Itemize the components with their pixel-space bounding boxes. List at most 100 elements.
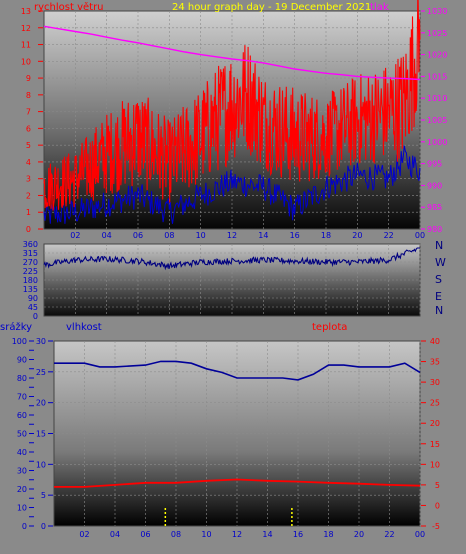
humidity-tick-label: 20: [36, 399, 46, 408]
pressure-tick-label: 1005: [427, 116, 447, 125]
direction-w: W: [435, 256, 446, 269]
time-tick-label: 12: [232, 530, 242, 539]
time-tick-label: 20: [352, 231, 362, 240]
temperature-tick-label: 35: [430, 358, 440, 367]
time-tick-label: 02: [70, 231, 80, 240]
wind-tick-label: 9: [26, 74, 31, 83]
time-tick-label: 00: [415, 530, 425, 539]
rain-tick-label: 50: [17, 430, 27, 439]
pressure-tick-label: 1025: [427, 29, 447, 38]
wind-tick-label: 8: [26, 91, 31, 100]
rain-tick-label: 100: [12, 337, 27, 346]
wind-tick-label: 13: [21, 7, 31, 16]
wind-speed-line: [43, 0, 421, 211]
wind-tick-label: 7: [26, 108, 31, 117]
pressure-tick-label: 1000: [427, 138, 447, 147]
time-tick-label: 16: [290, 231, 300, 240]
direction-e: E: [435, 290, 442, 303]
wind-tick-label: 3: [26, 175, 31, 184]
rain-tick-label: 80: [17, 374, 27, 383]
pressure-tick-label: 990: [427, 181, 442, 190]
time-tick-label: 18: [323, 530, 333, 539]
wind-tick-label: 11: [21, 41, 31, 50]
direction-tick-label: 45: [28, 303, 38, 312]
pressure-tick-label: 980: [427, 225, 442, 234]
wind-base-line: [43, 145, 421, 224]
temperature-tick-label: 5: [435, 481, 440, 490]
pressure-tick-label: 1030: [427, 7, 447, 16]
wind-tick-label: 1: [26, 208, 31, 217]
rain-tick-label: 30: [17, 467, 27, 476]
series-lines: [43, 0, 421, 526]
pressure-tick-label: 1020: [427, 51, 447, 60]
temperature-tick-label: 30: [430, 378, 440, 387]
wind-tick-label: 5: [26, 141, 31, 150]
time-tick-label: 04: [102, 231, 112, 240]
wind-tick-label: 2: [26, 191, 31, 200]
time-tick-label: 12: [227, 231, 237, 240]
temperature-tick-label: 15: [430, 440, 440, 449]
direction-n-top: N: [435, 239, 443, 252]
chart-title: 24 hour graph day - 19 December 2021: [172, 2, 371, 13]
time-tick-label: 10: [201, 530, 211, 539]
time-tick-label: 02: [79, 530, 89, 539]
time-tick-label: 10: [196, 231, 206, 240]
direction-s: S: [435, 273, 442, 286]
wind-tick-label: 6: [26, 124, 31, 133]
rain-tick-label: 0: [22, 522, 27, 531]
pressure-tick-label: 985: [427, 203, 442, 212]
time-tick-label: 20: [354, 530, 364, 539]
rain-axis-label: srážky: [0, 321, 32, 333]
pressure-tick-label: 1015: [427, 72, 447, 81]
time-tick-label: 16: [293, 530, 303, 539]
humidity-axis-label: vlhkost: [66, 322, 102, 333]
wind-tick-label: 12: [21, 24, 31, 33]
humidity-tick-label: 0: [41, 522, 46, 531]
axis-ticks: 0123456789101112139809859909951000100510…: [12, 7, 448, 539]
time-tick-label: 04: [110, 530, 120, 539]
humidity-tick-label: 25: [36, 368, 46, 377]
direction-tick-label: 135: [23, 285, 38, 294]
direction-tick-label: 315: [23, 249, 38, 258]
time-tick-label: 08: [171, 530, 181, 539]
temperature-tick-label: 10: [430, 460, 440, 469]
rain-tick-label: 20: [17, 485, 27, 494]
pressure-tick-label: 995: [427, 160, 442, 169]
direction-tick-label: 90: [28, 294, 38, 303]
time-tick-label: 06: [133, 231, 143, 240]
wind-tick-label: 0: [26, 225, 31, 234]
wind-tick-label: 10: [21, 57, 31, 66]
temperature-axis-label: teplota: [312, 322, 347, 333]
rain-tick-label: 60: [17, 411, 27, 420]
direction-tick-label: 0: [33, 312, 38, 321]
time-tick-label: 06: [140, 530, 150, 539]
pressure-tick-label: 1010: [427, 94, 447, 103]
rain-tick-label: 40: [17, 448, 27, 457]
temperature-tick-label: 20: [430, 419, 440, 428]
time-tick-label: 08: [164, 231, 174, 240]
direction-tick-label: 180: [23, 276, 38, 285]
rain-tick-label: 90: [17, 356, 27, 365]
time-tick-label: 14: [258, 231, 268, 240]
time-tick-label: 14: [262, 530, 272, 539]
humidity-tick-label: 15: [36, 430, 46, 439]
temperature-tick-label: -5: [432, 522, 440, 531]
direction-tick-label: 360: [23, 240, 38, 249]
wind-tick-label: 4: [26, 158, 31, 167]
humidity-line: [54, 360, 421, 381]
pressure-axis-label: tlak: [370, 2, 389, 13]
humidity-tick-label: 30: [36, 337, 46, 346]
humidity-tick-label: 5: [41, 491, 46, 500]
wind-axis-label: rychlost větru: [34, 1, 104, 13]
temperature-tick-label: 25: [430, 399, 440, 408]
time-tick-label: 22: [384, 231, 394, 240]
rain-tick-label: 10: [17, 504, 27, 513]
time-tick-label: 18: [321, 231, 331, 240]
time-tick-label: 00: [415, 231, 425, 240]
wind-direction-line: [43, 247, 420, 271]
direction-tick-label: 270: [23, 258, 38, 267]
direction-n-bottom: N: [435, 304, 443, 317]
direction-tick-label: 225: [23, 267, 38, 276]
